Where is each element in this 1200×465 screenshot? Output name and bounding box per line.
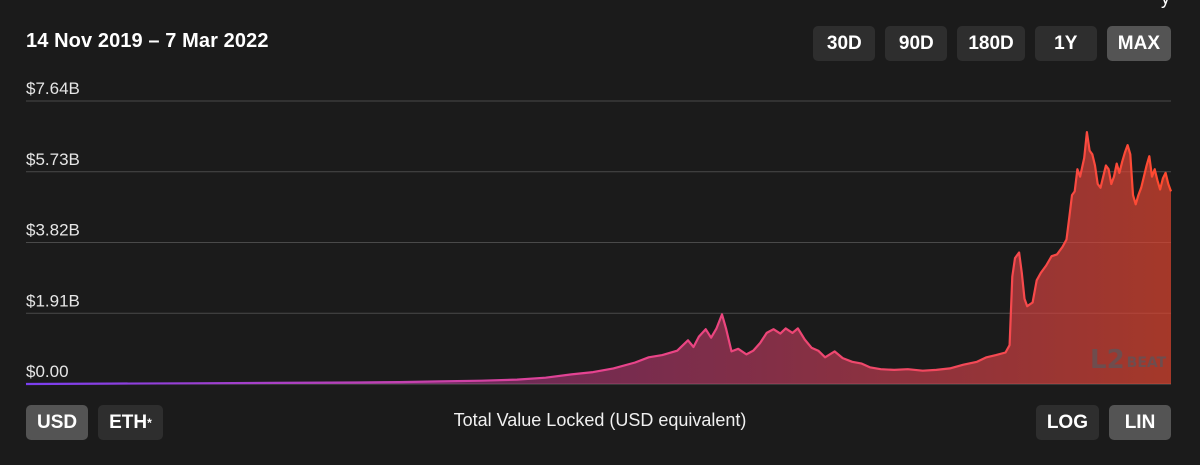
tvl-area bbox=[26, 132, 1171, 384]
eth-asterisk: * bbox=[147, 415, 152, 430]
eth-button[interactable]: ETH * bbox=[98, 405, 163, 440]
range-90d-button[interactable]: 90D bbox=[885, 26, 948, 61]
tvl-line bbox=[25, 131, 1173, 386]
usd-button[interactable]: USD bbox=[26, 405, 89, 440]
eth-button-label: ETH bbox=[109, 411, 148, 433]
chart-caption: Total Value Locked (USD equivalent) bbox=[453, 410, 747, 430]
l2beat-logo: L2 BEAT bbox=[1090, 345, 1167, 375]
y-tick-label: $5.73B bbox=[26, 150, 80, 169]
grid-layer: $0.00 $1.91B $3.82B $5.73B $7.64B bbox=[26, 79, 1171, 385]
range-max-button[interactable]: MAX bbox=[1106, 26, 1171, 61]
range-selector: 30D 90D 180D 1Y MAX bbox=[813, 26, 1171, 61]
y-tick-label: $7.64B bbox=[26, 79, 80, 98]
scale-toggle: LOG LIN bbox=[1035, 405, 1171, 440]
range-30d-button[interactable]: 30D bbox=[813, 26, 876, 61]
date-range-label: 14 Nov 2019 – 7 Mar 2022 bbox=[26, 30, 269, 52]
y-tick-label: $0.00 bbox=[26, 362, 69, 381]
overflow-glyph: y bbox=[1161, 0, 1170, 9]
log-scale-button[interactable]: LOG bbox=[1035, 405, 1099, 440]
currency-toggle: USD ETH * bbox=[26, 405, 163, 440]
range-1y-button[interactable]: 1Y bbox=[1034, 26, 1097, 61]
y-tick-label: $1.91B bbox=[26, 291, 80, 310]
y-tick-label: $3.82B bbox=[26, 221, 80, 240]
lin-scale-button[interactable]: LIN bbox=[1109, 405, 1171, 440]
tvl-chart: $0.00 $1.91B $3.82B $5.73B $7.64B bbox=[25, 79, 1173, 386]
range-180d-button[interactable]: 180D bbox=[957, 26, 1025, 61]
